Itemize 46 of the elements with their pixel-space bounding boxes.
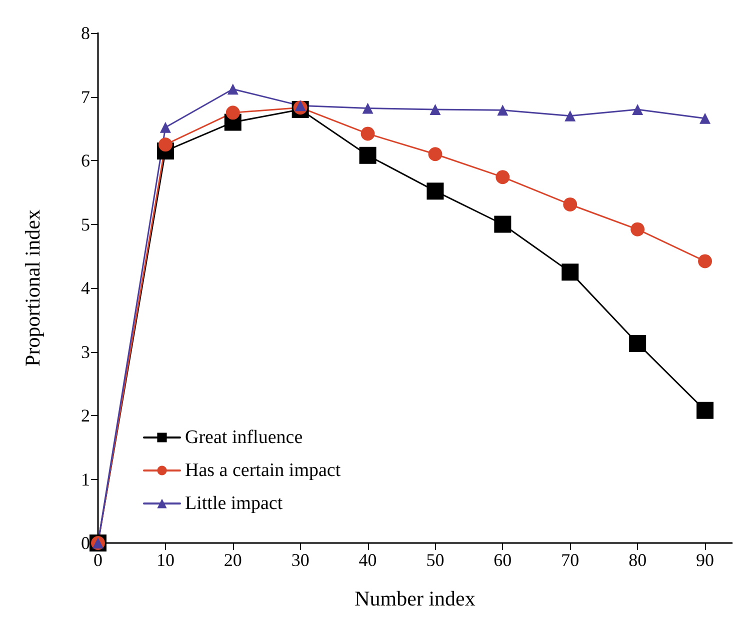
point: [359, 146, 376, 164]
x-tick-label: 30: [291, 550, 310, 570]
point: [428, 147, 442, 162]
point: [158, 138, 172, 152]
point: [426, 182, 444, 200]
legend-label: Has a certain impact: [185, 460, 342, 481]
y-tick-label: 2: [81, 406, 90, 426]
point: [362, 102, 374, 114]
y-tick-label: 4: [81, 278, 90, 298]
legend-label: Great influence: [185, 427, 303, 448]
x-tick-label: 40: [358, 550, 377, 570]
x-tick-label: 20: [224, 550, 242, 570]
point: [160, 122, 171, 133]
point: [629, 334, 646, 352]
x-tick-label: 70: [561, 550, 580, 570]
point: [497, 104, 508, 116]
x-tick-label: 90: [696, 550, 714, 570]
point: [632, 104, 644, 115]
point: [696, 402, 714, 419]
x-tick-label: 80: [628, 550, 647, 570]
y-tick-label: 0: [81, 533, 90, 553]
x-tick-label: 0: [94, 550, 102, 570]
point: [226, 106, 240, 120]
y-tick-label: 6: [81, 150, 90, 170]
point: [700, 112, 711, 124]
point: [698, 254, 712, 268]
y-tick-label: 1: [81, 469, 90, 490]
x-tick-label: 50: [426, 550, 444, 570]
point: [563, 197, 578, 212]
x-tick-label: 60: [494, 550, 512, 570]
point: [494, 216, 512, 233]
point: [630, 222, 645, 236]
y-tick-label: 7: [81, 86, 90, 107]
y-tick-label: 8: [81, 23, 90, 43]
point: [564, 110, 576, 122]
x-tick-label: 10: [156, 550, 174, 570]
x-axis-title: Number index: [354, 586, 476, 610]
y-tick-label: 5: [81, 214, 90, 234]
legend-label: Little impact: [185, 493, 284, 514]
point: [496, 170, 510, 184]
point: [360, 126, 375, 141]
y-tick-label: 3: [81, 342, 90, 362]
y-axis-title: Proportional index: [20, 209, 44, 366]
point: [562, 264, 579, 281]
point: [227, 84, 238, 95]
point: [430, 104, 441, 115]
